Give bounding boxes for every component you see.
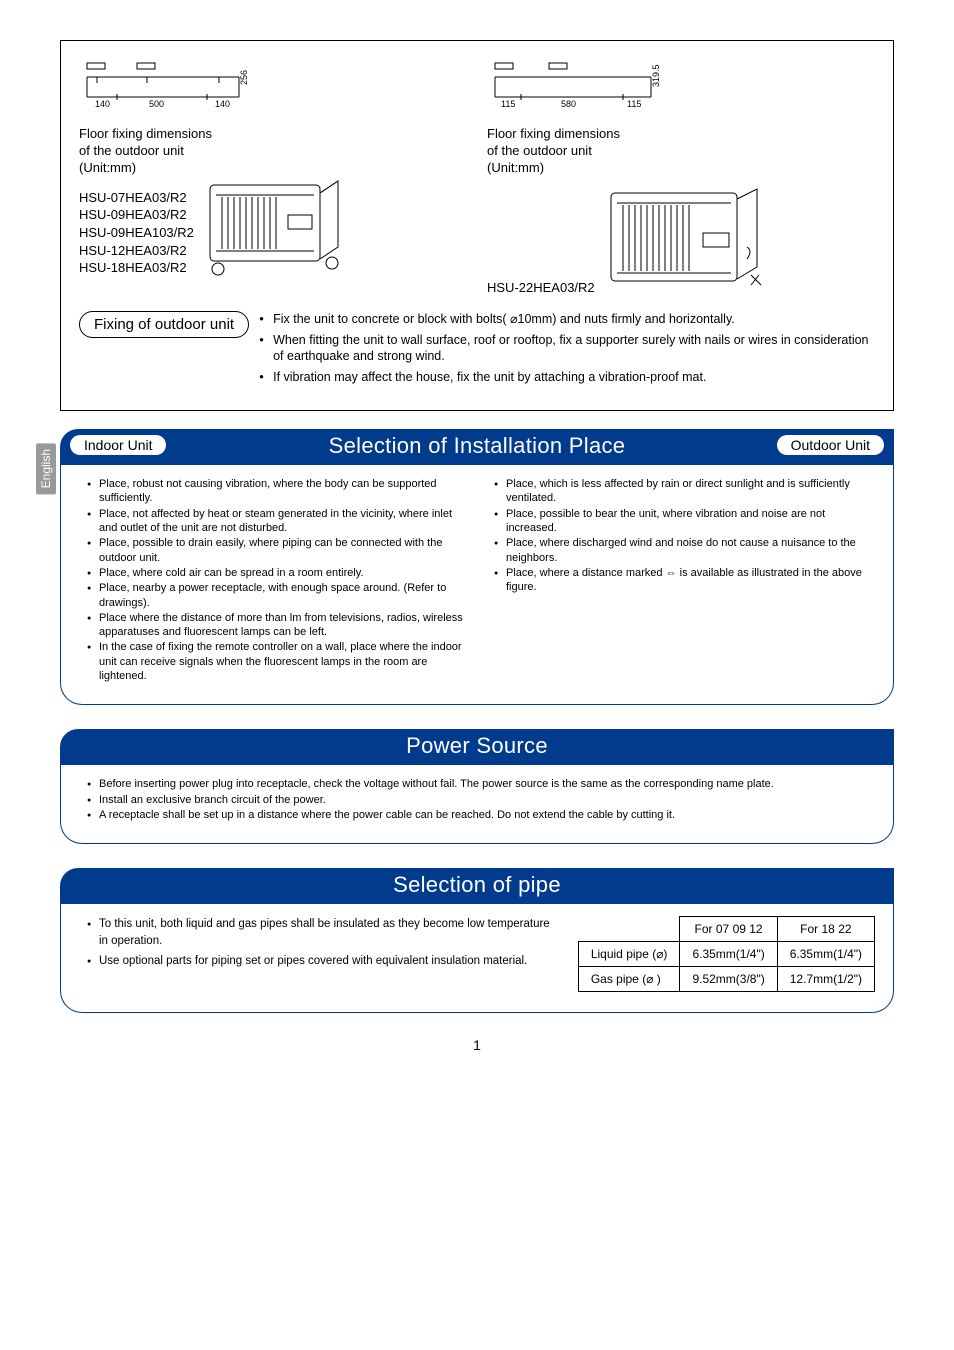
- power-item: A receptacle shall be set up in a distan…: [87, 808, 875, 822]
- outdoor-item: Place, where a distance marked ⇔ is avai…: [494, 566, 875, 595]
- selection-banner: Indoor Unit Selection of Installation Pl…: [60, 429, 894, 465]
- selection-section: English Indoor Unit Selection of Install…: [60, 429, 894, 705]
- power-section: Power Source Before inserting power plug…: [60, 729, 894, 844]
- outdoor-item: Place, where discharged wind and noise d…: [494, 536, 875, 565]
- power-item: Before inserting power plug into recepta…: [87, 777, 875, 791]
- model-line: HSU-12HEA03/R2: [79, 242, 194, 260]
- pipe-cell: 12.7mm(1/2"): [777, 967, 874, 992]
- indoor-item: Place where the distance of more than lm…: [87, 611, 468, 640]
- svg-text:500: 500: [149, 99, 164, 109]
- svg-text:319.5: 319.5: [651, 64, 661, 87]
- dim-diagram-right: 115 580 115 319.5: [487, 57, 667, 117]
- pipe-table: For 07 09 12 For 18 22 Liquid pipe (⌀) 6…: [578, 916, 875, 992]
- pipe-note: Use optional parts for piping set or pip…: [87, 953, 552, 970]
- indoor-item: Place, robust not causing vibration, whe…: [87, 477, 468, 506]
- outdoor-item: Place, which is less affected by rain or…: [494, 477, 875, 506]
- indoor-item: Place, where cold air can be spread in a…: [87, 566, 468, 580]
- right-models: HSU-22HEA03/R2: [487, 279, 595, 297]
- svg-text:140: 140: [215, 99, 230, 109]
- left-caption: Floor fixing dimensions of the outdoor u…: [79, 126, 467, 177]
- fixing-item: Fix the unit to concrete or block with b…: [259, 311, 875, 328]
- left-models: HSU-07HEA03/R2 HSU-09HEA03/R2 HSU-09HEA1…: [79, 189, 194, 277]
- pipe-cell: 6.35mm(1/4"): [777, 942, 874, 967]
- model-line: HSU-07HEA03/R2: [79, 189, 194, 207]
- selection-body: Place, robust not causing vibration, whe…: [60, 465, 894, 705]
- selection-title: Selection of Installation Place: [329, 433, 626, 459]
- table-row: Liquid pipe (⌀) 6.35mm(1/4") 6.35mm(1/4"…: [578, 942, 874, 967]
- outdoor-unit-large: [607, 187, 777, 297]
- table-row: For 07 09 12 For 18 22: [578, 917, 874, 942]
- pipe-cell: 6.35mm(1/4"): [680, 942, 777, 967]
- fixing-label: Fixing of outdoor unit: [79, 311, 249, 338]
- pipe-row-label: Gas pipe (⌀ ): [578, 967, 680, 992]
- dim-diagram-left: 140 500 140 256: [79, 57, 259, 117]
- diagram-box: 140 500 140 256 Floor fixing dimensions …: [60, 40, 894, 411]
- model-line: HSU-22HEA03/R2: [487, 279, 595, 297]
- fixing-item: When fitting the unit to wall surface, r…: [259, 332, 875, 366]
- pipe-row-label: Liquid pipe (⌀): [578, 942, 680, 967]
- pipe-section: Selection of pipe To this unit, both liq…: [60, 868, 894, 1013]
- outdoor-item: Place, possible to bear the unit, where …: [494, 507, 875, 536]
- page-number: 1: [60, 1037, 894, 1053]
- model-line: HSU-09HEA103/R2: [79, 224, 194, 242]
- power-title: Power Source: [406, 733, 548, 759]
- right-caption: Floor fixing dimensions of the outdoor u…: [487, 126, 875, 177]
- indoor-item: Place, not affected by heat or steam gen…: [87, 507, 468, 536]
- power-body: Before inserting power plug into recepta…: [60, 765, 894, 844]
- svg-text:256: 256: [239, 70, 249, 85]
- model-line: HSU-09HEA03/R2: [79, 206, 194, 224]
- pipe-notes: To this unit, both liquid and gas pipes …: [87, 916, 552, 972]
- pipe-header: For 18 22: [777, 917, 874, 942]
- pipe-cell: 9.52mm(3/8"): [680, 967, 777, 992]
- right-unit-block: 115 580 115 319.5 Floor fixing dimension…: [487, 57, 875, 297]
- fixing-section: Fixing of outdoor unit Fix the unit to c…: [79, 311, 875, 391]
- pipe-header: For 07 09 12: [680, 917, 777, 942]
- pipe-body: To this unit, both liquid and gas pipes …: [60, 904, 894, 1013]
- outdoor-pill: Outdoor Unit: [777, 435, 884, 455]
- left-unit-block: 140 500 140 256 Floor fixing dimensions …: [79, 57, 467, 297]
- indoor-pill: Indoor Unit: [70, 435, 166, 455]
- power-banner: Power Source: [60, 729, 894, 765]
- pipe-title: Selection of pipe: [393, 872, 561, 898]
- table-row: Gas pipe (⌀ ) 9.52mm(3/8") 12.7mm(1/2"): [578, 967, 874, 992]
- outdoor-unit-small: [206, 177, 356, 277]
- diagram-row: 140 500 140 256 Floor fixing dimensions …: [79, 57, 875, 297]
- indoor-item: Place, possible to drain easily, where p…: [87, 536, 468, 565]
- language-tab: English: [36, 443, 56, 494]
- pipe-banner: Selection of pipe: [60, 868, 894, 904]
- fixing-list: Fix the unit to concrete or block with b…: [259, 311, 875, 391]
- model-line: HSU-18HEA03/R2: [79, 259, 194, 277]
- svg-text:115: 115: [627, 99, 641, 109]
- outdoor-column: Place, which is less affected by rain or…: [494, 477, 875, 684]
- svg-text:115: 115: [501, 99, 515, 109]
- power-item: Install an exclusive branch circuit of t…: [87, 793, 875, 807]
- indoor-column: Place, robust not causing vibration, whe…: [87, 477, 468, 684]
- fixing-item: If vibration may affect the house, fix t…: [259, 369, 875, 386]
- pipe-note: To this unit, both liquid and gas pipes …: [87, 916, 552, 949]
- indoor-item: Place, nearby a power receptacle, with e…: [87, 581, 468, 610]
- indoor-item: In the case of fixing the remote control…: [87, 640, 468, 683]
- svg-text:580: 580: [561, 99, 576, 109]
- svg-text:140: 140: [95, 99, 110, 109]
